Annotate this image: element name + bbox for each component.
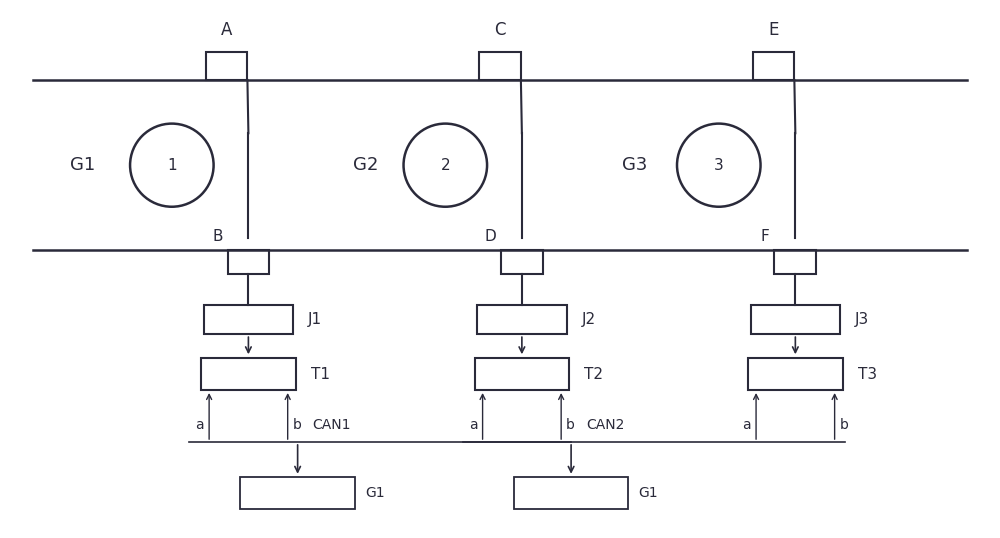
Bar <box>204 305 293 334</box>
Text: G1: G1 <box>70 156 95 174</box>
Text: b: b <box>566 419 575 433</box>
Text: G1: G1 <box>638 486 658 500</box>
Bar <box>753 52 794 80</box>
Bar <box>201 358 296 390</box>
Text: F: F <box>761 229 769 244</box>
Text: b: b <box>293 419 302 433</box>
Text: CAN2: CAN2 <box>586 419 624 433</box>
Text: G3: G3 <box>622 156 647 174</box>
Bar <box>475 358 569 390</box>
Text: A: A <box>221 21 232 39</box>
Text: G2: G2 <box>353 156 378 174</box>
Bar <box>228 250 269 274</box>
Bar <box>240 477 355 508</box>
Text: CAN1: CAN1 <box>313 419 351 433</box>
Text: E: E <box>768 21 779 39</box>
Text: 3: 3 <box>714 158 724 173</box>
Bar <box>479 52 521 80</box>
Text: 1: 1 <box>167 158 177 173</box>
Text: 2: 2 <box>440 158 450 173</box>
Bar <box>751 305 840 334</box>
Bar <box>774 250 816 274</box>
Text: B: B <box>212 229 223 244</box>
Bar <box>206 52 247 80</box>
Text: D: D <box>484 229 496 244</box>
Text: G1: G1 <box>365 486 384 500</box>
Bar <box>501 250 543 274</box>
Text: J1: J1 <box>308 312 322 327</box>
Text: a: a <box>196 419 204 433</box>
Text: J2: J2 <box>582 312 596 327</box>
Text: T1: T1 <box>311 367 330 381</box>
Text: b: b <box>840 419 848 433</box>
Bar <box>514 477 628 508</box>
Text: a: a <box>469 419 478 433</box>
Text: C: C <box>494 21 506 39</box>
Text: T3: T3 <box>858 367 877 381</box>
Text: a: a <box>742 419 751 433</box>
Bar <box>748 358 843 390</box>
Text: T2: T2 <box>584 367 603 381</box>
Bar <box>477 305 567 334</box>
Text: J3: J3 <box>855 312 869 327</box>
